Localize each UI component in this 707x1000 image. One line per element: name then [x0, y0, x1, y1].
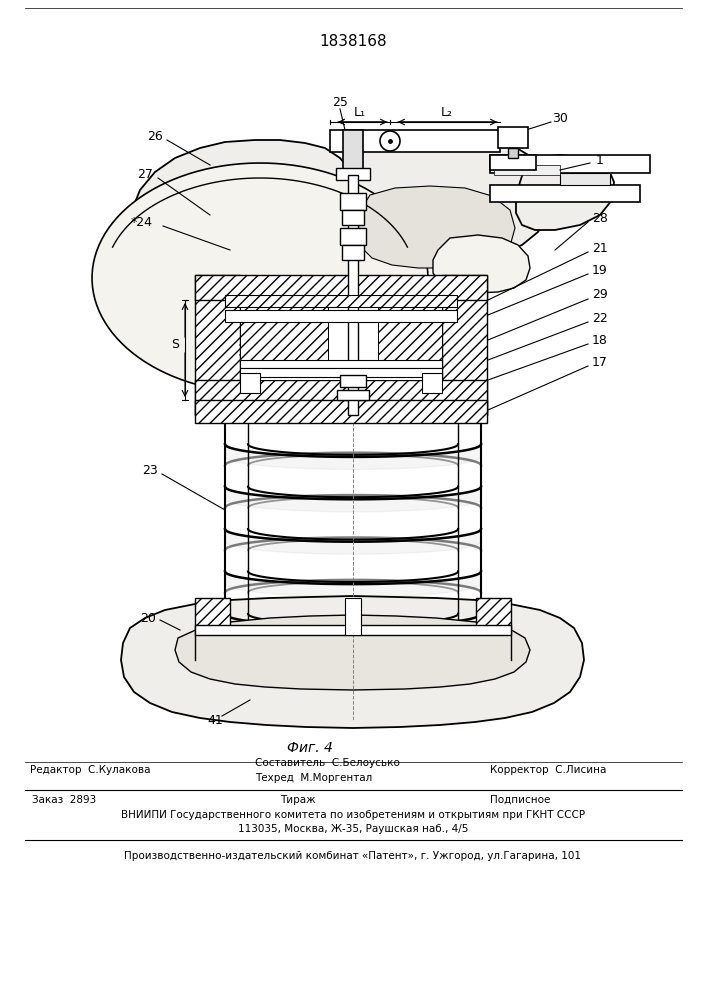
Bar — [240, 368, 442, 377]
Bar — [195, 275, 240, 415]
Text: 25: 25 — [332, 97, 348, 109]
Text: L₂: L₂ — [441, 106, 453, 119]
Text: 22: 22 — [592, 312, 608, 324]
Text: Заказ  2893: Заказ 2893 — [32, 795, 96, 805]
Bar — [240, 300, 442, 415]
Bar — [343, 130, 363, 175]
Bar — [340, 228, 366, 245]
Bar — [195, 400, 487, 423]
Bar — [340, 193, 366, 210]
Bar — [330, 130, 500, 152]
Bar — [337, 390, 369, 400]
Bar — [422, 373, 442, 393]
Bar — [342, 210, 364, 225]
Bar — [225, 295, 457, 307]
Bar — [225, 310, 457, 322]
Bar — [560, 173, 610, 185]
Text: 18: 18 — [592, 334, 608, 347]
Text: S: S — [171, 338, 179, 352]
Bar — [195, 625, 511, 635]
Bar — [195, 598, 230, 628]
Bar — [195, 380, 487, 415]
Bar — [490, 155, 536, 170]
Bar — [342, 245, 364, 260]
Text: 17: 17 — [592, 356, 608, 368]
Text: Производственно-издательский комбинат «Патент», г. Ужгород, ул.Гагарина, 101: Производственно-издательский комбинат «П… — [124, 851, 581, 861]
Bar — [340, 375, 366, 387]
Polygon shape — [121, 596, 584, 728]
Bar — [490, 155, 650, 173]
Text: ВНИИПИ Государственного комитета по изобретениям и открытиям при ГКНТ СССР: ВНИИПИ Государственного комитета по изоб… — [121, 810, 585, 820]
Text: 20: 20 — [140, 611, 156, 624]
Bar — [490, 185, 640, 202]
Text: Корректор  С.Лисина: Корректор С.Лисина — [490, 765, 607, 775]
Text: 113035, Москва, Ж-35, Раушская наб., 4/5: 113035, Москва, Ж-35, Раушская наб., 4/5 — [238, 824, 468, 834]
Circle shape — [380, 131, 400, 151]
Text: 23: 23 — [142, 464, 158, 477]
Text: L₁: L₁ — [354, 106, 366, 119]
Text: *24: *24 — [131, 216, 153, 229]
Bar — [348, 175, 358, 415]
Text: 19: 19 — [592, 263, 608, 276]
Text: Редактор  С.Кулакова: Редактор С.Кулакова — [30, 765, 151, 775]
Bar — [240, 360, 442, 368]
Polygon shape — [516, 155, 614, 230]
Bar — [345, 598, 361, 635]
Text: Составитель  С.Белоусько: Составитель С.Белоусько — [255, 758, 400, 768]
Bar — [336, 168, 370, 180]
Bar — [240, 300, 442, 380]
Bar — [498, 127, 528, 148]
Bar — [442, 275, 487, 415]
Polygon shape — [92, 163, 428, 393]
Text: 27: 27 — [137, 168, 153, 182]
Text: 26: 26 — [147, 129, 163, 142]
Text: Подписное: Подписное — [490, 795, 550, 805]
Polygon shape — [433, 235, 530, 293]
Text: 1: 1 — [596, 153, 604, 166]
Polygon shape — [175, 615, 530, 690]
Bar — [494, 165, 560, 175]
Bar — [195, 275, 487, 300]
Text: 1838168: 1838168 — [319, 34, 387, 49]
Bar — [476, 598, 511, 628]
Polygon shape — [345, 138, 552, 272]
Polygon shape — [130, 140, 355, 280]
Polygon shape — [358, 186, 515, 268]
Text: 29: 29 — [592, 288, 608, 302]
Polygon shape — [240, 300, 442, 360]
Bar — [508, 148, 518, 158]
Text: 21: 21 — [592, 241, 608, 254]
Bar — [240, 373, 260, 393]
Text: Фиг. 4: Фиг. 4 — [287, 741, 333, 755]
Text: Техред  М.Моргентал: Техред М.Моргентал — [255, 773, 373, 783]
Text: 41: 41 — [207, 714, 223, 726]
Text: 28: 28 — [592, 212, 608, 225]
Text: 30: 30 — [552, 111, 568, 124]
Text: Тираж: Тираж — [280, 795, 315, 805]
